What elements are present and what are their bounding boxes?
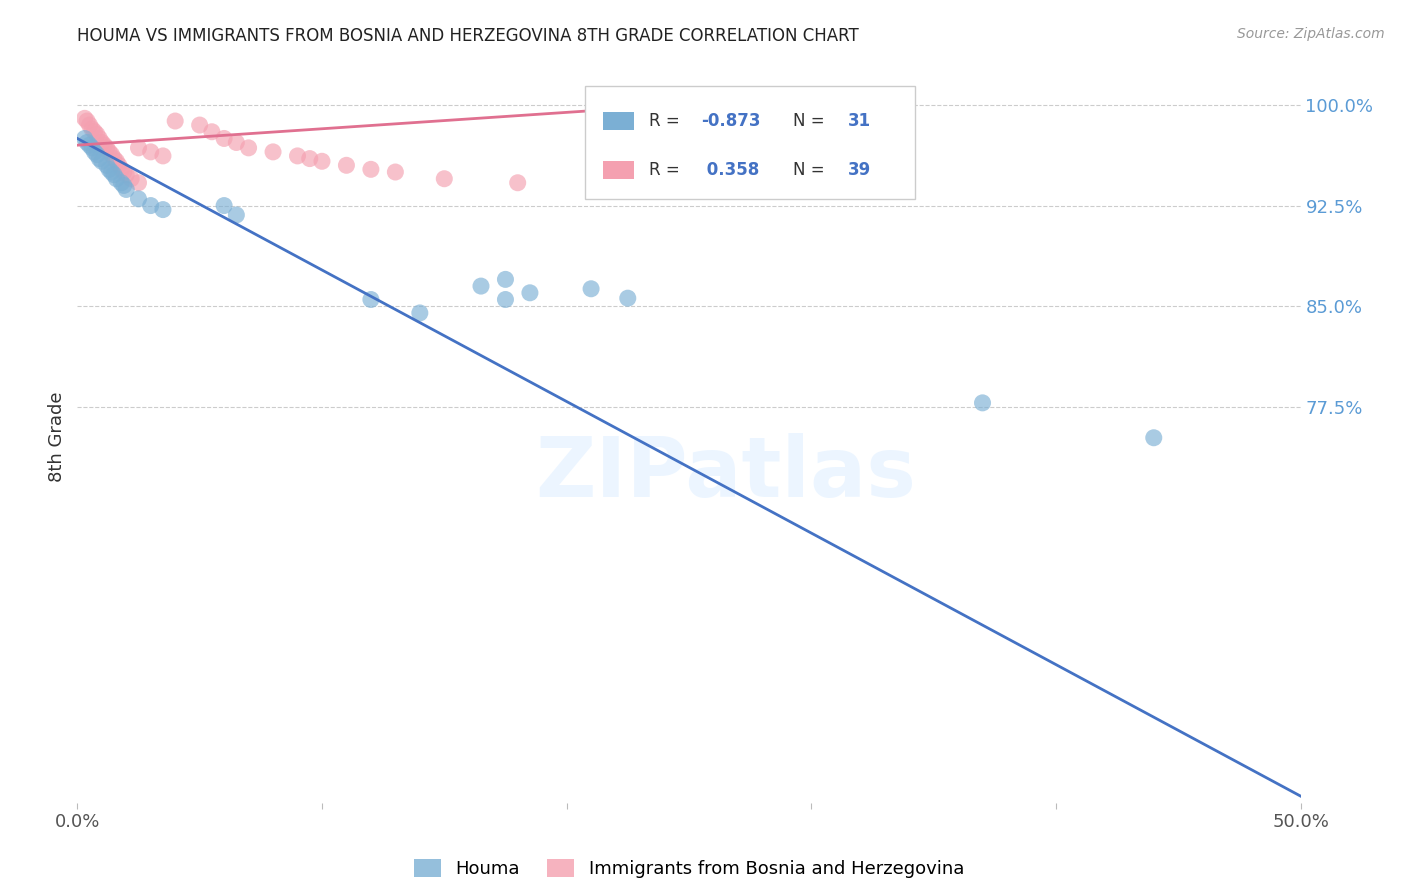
Point: [93, 138, 115, 153]
Point: [128, 192, 150, 206]
Point: [384, 165, 406, 179]
Point: [89, 152, 111, 166]
Point: [506, 176, 529, 190]
Point: [96, 141, 118, 155]
Point: [128, 176, 150, 190]
Text: Source: ZipAtlas.com: Source: ZipAtlas.com: [1237, 27, 1385, 41]
Legend: Houma, Immigrants from Bosnia and Herzegovina: Houma, Immigrants from Bosnia and Herzeg…: [406, 851, 972, 885]
Text: N =: N =: [793, 161, 830, 179]
Point: [112, 165, 135, 179]
Point: [120, 171, 142, 186]
Text: ZIPatlas: ZIPatlas: [536, 434, 917, 514]
Point: [110, 162, 132, 177]
Point: [972, 396, 994, 410]
Point: [225, 208, 247, 222]
Point: [495, 293, 517, 307]
Point: [262, 145, 284, 159]
Point: [100, 147, 122, 161]
Point: [73, 131, 96, 145]
Point: [79, 138, 101, 153]
Point: [98, 145, 121, 159]
Point: [83, 125, 105, 139]
Point: [238, 141, 260, 155]
Point: [287, 149, 309, 163]
Point: [103, 168, 125, 182]
Point: [103, 152, 125, 166]
Point: [617, 291, 640, 305]
Point: [90, 154, 112, 169]
Point: [80, 141, 103, 155]
Point: [105, 154, 128, 169]
Point: [212, 131, 235, 145]
Point: [115, 182, 138, 196]
Point: [165, 114, 187, 128]
Text: N =: N =: [793, 112, 830, 130]
Text: 39: 39: [848, 161, 872, 179]
Point: [188, 118, 211, 132]
Point: [76, 114, 98, 128]
Point: [110, 176, 132, 190]
Point: [139, 145, 162, 159]
FancyBboxPatch shape: [585, 86, 915, 200]
Text: HOUMA VS IMMIGRANTS FROM BOSNIA AND HERZEGOVINA 8TH GRADE CORRELATION CHART: HOUMA VS IMMIGRANTS FROM BOSNIA AND HERZ…: [77, 27, 859, 45]
Point: [702, 131, 724, 145]
Point: [298, 152, 321, 166]
Point: [495, 272, 517, 286]
Point: [98, 162, 121, 177]
Point: [335, 158, 357, 172]
FancyBboxPatch shape: [603, 112, 634, 130]
Point: [86, 128, 108, 142]
Point: [409, 306, 432, 320]
Point: [90, 136, 112, 150]
Point: [579, 282, 602, 296]
Point: [96, 158, 118, 172]
Point: [152, 202, 174, 217]
Point: [201, 125, 224, 139]
Text: -0.873: -0.873: [702, 112, 761, 130]
Point: [115, 168, 138, 182]
Text: 0.358: 0.358: [702, 161, 759, 179]
Y-axis label: 8th Grade: 8th Grade: [48, 392, 66, 483]
Point: [519, 285, 541, 300]
Point: [433, 171, 456, 186]
Point: [128, 141, 150, 155]
Point: [311, 154, 333, 169]
Text: 31: 31: [848, 112, 872, 130]
Point: [112, 178, 135, 193]
Point: [105, 171, 128, 186]
Point: [212, 198, 235, 212]
Point: [76, 136, 98, 150]
Point: [80, 122, 103, 136]
Point: [139, 198, 162, 212]
Text: R =: R =: [648, 112, 685, 130]
Point: [100, 165, 122, 179]
Point: [108, 158, 131, 172]
Point: [470, 279, 492, 293]
Point: [152, 149, 174, 163]
FancyBboxPatch shape: [603, 161, 634, 179]
Point: [360, 162, 382, 177]
Point: [1143, 431, 1166, 445]
Point: [83, 145, 105, 159]
Point: [89, 131, 111, 145]
Point: [73, 112, 96, 126]
Point: [79, 118, 101, 132]
Point: [225, 136, 247, 150]
Point: [86, 147, 108, 161]
Text: R =: R =: [648, 161, 685, 179]
Point: [360, 293, 382, 307]
